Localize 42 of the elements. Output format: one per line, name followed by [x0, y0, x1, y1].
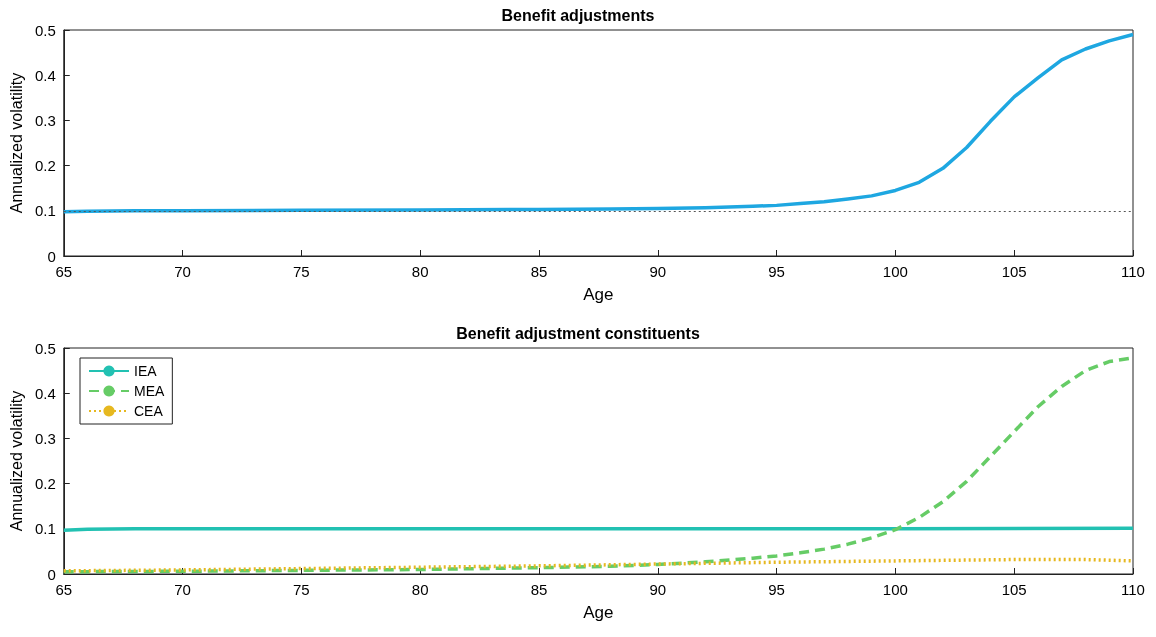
x-tick-label: 80: [411, 263, 429, 280]
x-tick-label: 90: [649, 263, 667, 280]
y-tick-label: 0: [47, 247, 56, 265]
x-tick-label: 65: [55, 581, 73, 598]
legend-label: IEA: [134, 363, 158, 379]
y-tick-label: 0.5: [34, 339, 56, 357]
y-tick-label: 0: [47, 565, 56, 583]
x-tick-label: 85: [530, 263, 548, 280]
y-axis-title: Annualized volatility: [7, 72, 25, 214]
x-tick-label: 100: [882, 581, 908, 598]
legend-label: CEA: [134, 403, 164, 419]
y-tick-label: 0.2: [34, 475, 56, 493]
x-tick-label: 90: [649, 581, 667, 598]
x-tick-label: 110: [1121, 263, 1145, 280]
x-tick-label: 65: [55, 263, 73, 280]
x-tick-label: 75: [293, 263, 310, 280]
legend-label: MEA: [134, 383, 165, 399]
x-axis-title: Age: [583, 603, 614, 622]
y-axis-title: Annualized volatility: [7, 390, 25, 532]
y-tick-label: 0.4: [34, 384, 56, 402]
y-tick-label: 0.3: [34, 111, 56, 129]
x-tick-label: 105: [1001, 263, 1027, 280]
x-tick-label: 95: [768, 581, 785, 598]
y-tick-label: 0.1: [34, 202, 56, 220]
x-tick-label: 100: [882, 263, 908, 280]
x-tick-label: 70: [174, 581, 191, 598]
x-tick-label: 95: [768, 263, 785, 280]
y-tick-label: 0.3: [34, 429, 56, 447]
x-tick-label: 80: [411, 581, 429, 598]
chart-title: Benefit adjustment constituents: [456, 324, 700, 342]
chart-title: Benefit adjustments: [501, 6, 655, 24]
line-series: [62, 32, 1135, 214]
x-tick-label: 105: [1001, 581, 1027, 598]
x-tick-label: 110: [1121, 581, 1145, 598]
x-tick-label: 70: [174, 263, 191, 280]
y-tick-label: 0.5: [34, 21, 56, 39]
x-axis-title: Age: [583, 285, 614, 304]
y-tick-label: 0.4: [34, 66, 56, 84]
x-tick-label: 75: [293, 581, 310, 598]
y-tick-label: 0.2: [34, 157, 56, 175]
x-tick-label: 85: [530, 581, 548, 598]
y-tick-label: 0.1: [34, 520, 56, 538]
